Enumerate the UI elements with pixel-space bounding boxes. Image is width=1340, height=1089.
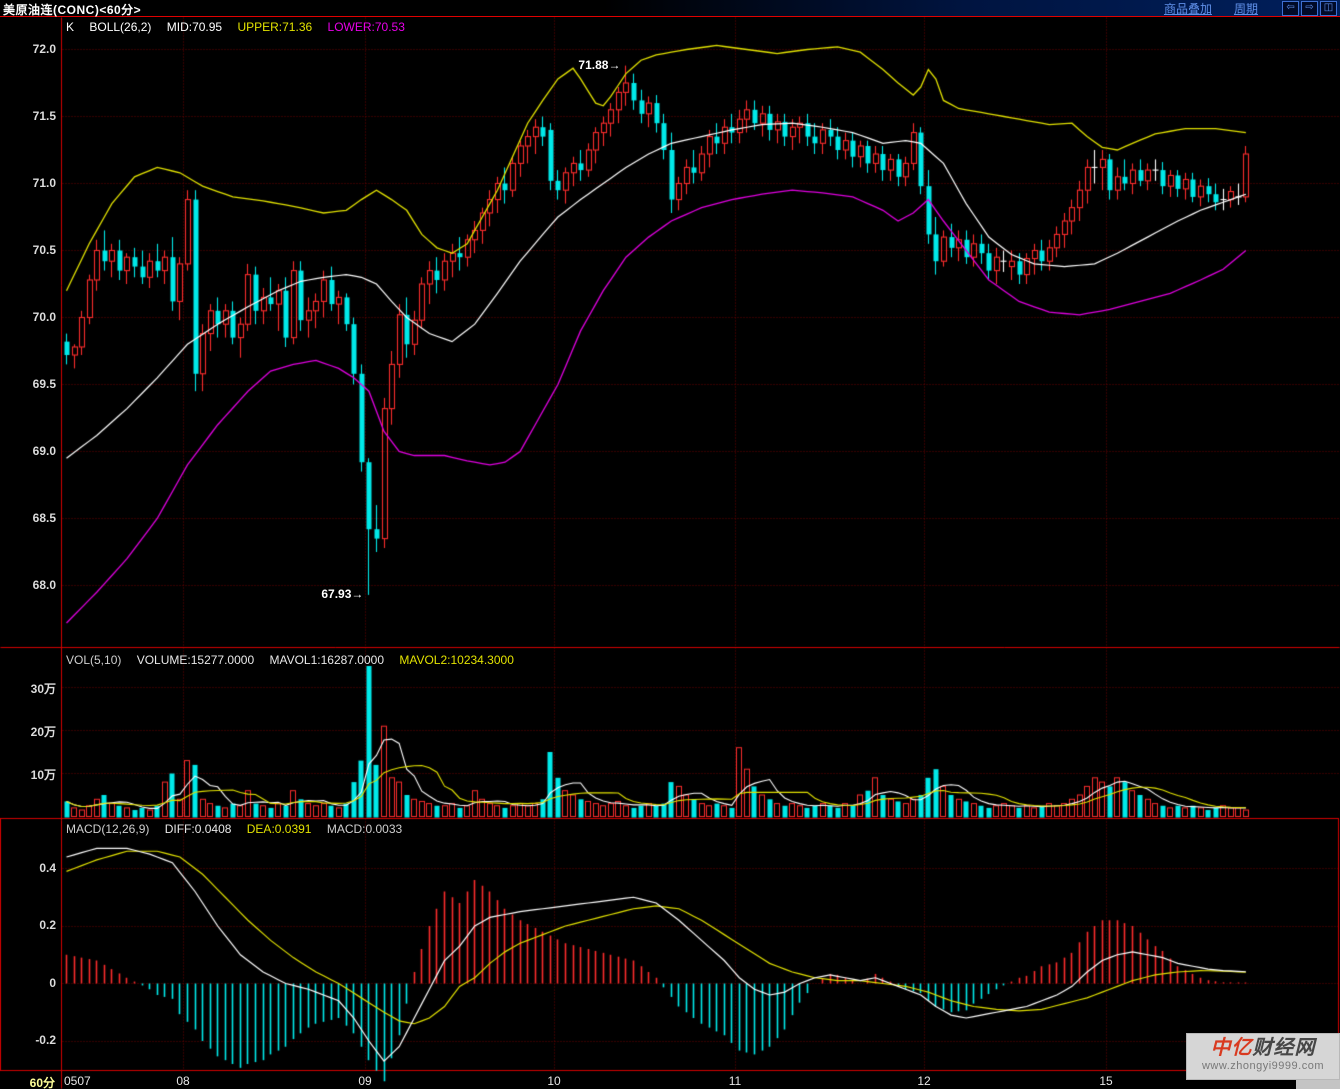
- volume-ytick: 10万: [30, 768, 56, 782]
- date-label: 10: [547, 1074, 561, 1088]
- volume-ytick: 20万: [30, 725, 56, 739]
- mavol1-value: MAVOL1:16287.0000: [269, 653, 384, 667]
- macd-indicator-label: MACD(12,26,9): [66, 822, 150, 836]
- back-arrow-icon[interactable]: ⇦: [1282, 0, 1299, 16]
- title-bar: 美原油连(CONC)<60分> 商品叠加 周期 ⇦ ⇨ ◫: [0, 0, 1340, 17]
- price-ytick: 70.0: [32, 310, 56, 324]
- boll-mid-value: MID:70.95: [166, 20, 223, 34]
- boll-indicator-label: BOLL(26,2): [89, 20, 152, 34]
- low-annotation: 67.93→: [321, 587, 364, 602]
- vol-indicator-label: VOL(5,10): [66, 653, 122, 667]
- volume-value: VOLUME:15277.0000: [136, 653, 255, 667]
- date-label: 12: [917, 1074, 931, 1088]
- watermark-url: www.zhongyi9999.com: [1201, 1060, 1324, 1072]
- date-label: 08: [176, 1074, 190, 1088]
- price-ytick: 71.5: [32, 109, 56, 123]
- price-ytick: 69.5: [32, 377, 56, 391]
- macd-ytick: 0: [49, 976, 56, 990]
- dea-value: DEA:0.0391: [246, 822, 312, 836]
- price-ytick: 68.5: [32, 511, 56, 525]
- right-arrow-icon: →: [608, 58, 621, 73]
- symbol-title: 美原油连(CONC)<60分>: [3, 3, 142, 17]
- time-axis: 60分 0507 08 09 10 11 12 15: [0, 1072, 1340, 1089]
- boll-lower-value: LOWER:70.53: [327, 20, 405, 34]
- macd-value: MACD:0.0033: [326, 822, 403, 836]
- date-label: 11: [728, 1074, 742, 1088]
- price-ytick: 71.0: [32, 176, 56, 190]
- macd-ytick: -0.2: [35, 1033, 56, 1047]
- period-label: 60分: [29, 1076, 55, 1089]
- high-annotation: 71.88→: [578, 58, 621, 73]
- chart-type-label: K: [66, 20, 75, 34]
- overlay-link[interactable]: 商品叠加: [1163, 1, 1212, 16]
- price-ytick: 72.0: [32, 42, 56, 56]
- period-link[interactable]: 周期: [1233, 1, 1258, 16]
- date-label: 09: [358, 1074, 372, 1088]
- macd-ytick: 0.2: [39, 918, 56, 932]
- price-ytick: 68.0: [32, 578, 56, 592]
- mavol2-value: MAVOL2:10234.3000: [399, 653, 514, 667]
- price-ytick: 69.0: [32, 444, 56, 458]
- diff-value: DIFF:0.0408: [164, 822, 232, 836]
- volume-pane-header: VOL(5,10) VOLUME:15277.0000 MAVOL1:16287…: [66, 653, 526, 667]
- macd-pane-header: MACD(12,26,9) DIFF:0.0408 DEA:0.0391 MAC…: [66, 822, 414, 836]
- price-ytick: 70.5: [32, 243, 56, 257]
- volume-ytick: 30万: [30, 682, 56, 696]
- watermark: 中亿财经网 www.zhongyi9999.com: [1186, 1033, 1340, 1080]
- forward-arrow-icon[interactable]: ⇨: [1301, 0, 1318, 16]
- layout-icon[interactable]: ◫: [1320, 0, 1337, 16]
- watermark-logo: 中亿财经网: [1210, 1037, 1316, 1059]
- title-bar-actions: 商品叠加 周期 ⇦ ⇨ ◫: [1164, 0, 1337, 16]
- date-label: 0507: [64, 1074, 91, 1088]
- boll-upper-value: UPPER:71.36: [237, 20, 313, 34]
- right-arrow-icon: →: [351, 587, 364, 602]
- macd-ytick: 0.4: [39, 861, 56, 875]
- date-label: 15: [1099, 1074, 1113, 1088]
- price-pane-header: K BOLL(26,2) MID:70.95 UPPER:71.36 LOWER…: [66, 20, 417, 34]
